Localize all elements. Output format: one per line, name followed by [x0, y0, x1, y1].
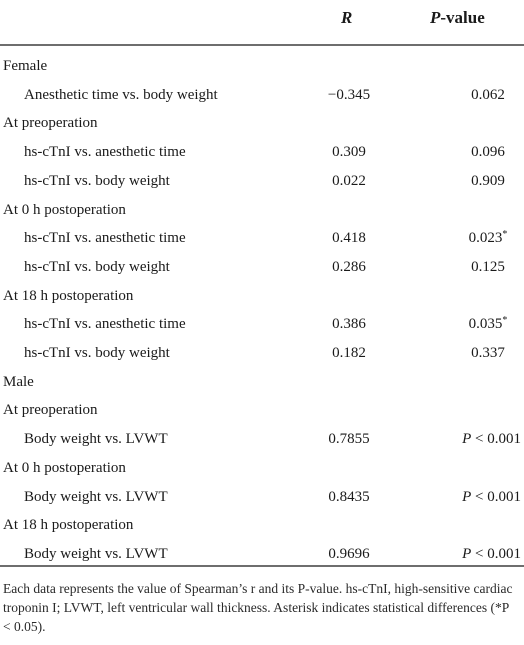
row-label: hs-cTnI vs. anesthetic time — [24, 316, 186, 333]
table-row: hs-cTnI vs. anesthetic time 0.309 0.096 — [0, 138, 524, 166]
r-value: 0.286 — [332, 258, 366, 275]
table-row: hs-cTnI vs. body weight 0.022 0.909 — [0, 167, 524, 195]
row-label: hs-cTnI vs. anesthetic time — [24, 230, 186, 247]
header-p-rest: -value — [440, 8, 485, 27]
section-label: At 18 h postoperation — [3, 287, 134, 304]
row-label: hs-cTnI vs. body weight — [24, 172, 170, 189]
section-row: Female — [0, 52, 524, 80]
header-r: R — [341, 8, 353, 27]
section-row: At 18 h postoperation — [0, 511, 524, 539]
section-row: At 18 h postoperation — [0, 282, 524, 310]
p-value: 0.909 — [455, 173, 521, 190]
p-value-text: 0.062 — [471, 86, 505, 103]
section-label: At preoperation — [3, 115, 98, 132]
p-value: 0.062 — [455, 87, 521, 104]
header-rule — [0, 44, 524, 46]
r-value: 0.9696 — [328, 545, 370, 562]
p-value-text: P < 0.001 — [462, 431, 521, 448]
section-label: Male — [3, 373, 34, 390]
p-value: P < 0.001 — [390, 489, 521, 506]
p-value: P < 0.001 — [390, 546, 521, 563]
section-row: At 0 h postoperation — [0, 196, 524, 224]
table-row: Anesthetic time vs. body weight −0.345 0.0… — [0, 81, 524, 109]
p-value: 0.023* — [455, 230, 521, 247]
p-value-text: P < 0.001 — [462, 488, 521, 505]
p-value-text: 0.337 — [471, 345, 505, 361]
section-label: At preoperation — [3, 402, 98, 419]
r-value: 0.182 — [332, 345, 366, 361]
section-row: At preoperation — [0, 109, 524, 137]
significance-asterisk: * — [502, 315, 508, 327]
header-p-value: P-value — [430, 8, 485, 28]
p-value-text: 0.096 — [471, 144, 505, 161]
section-row: At preoperation — [0, 396, 524, 424]
significance-asterisk: * — [502, 229, 508, 241]
p-value: 0.337 — [455, 345, 521, 362]
r-value: 0.309 — [332, 144, 366, 161]
table-row: hs-cTnI vs. body weight 0.182 0.337 — [0, 339, 524, 367]
p-value: 0.096 — [455, 144, 521, 161]
p-value: 0.035* — [455, 316, 521, 333]
footnote-text: Each data represents the value of Spearm… — [3, 581, 513, 634]
section-label: At 18 h postoperation — [3, 517, 134, 534]
p-value-text: P < 0.001 — [462, 545, 521, 562]
p-value-text: 0.023 — [468, 230, 503, 247]
table-row: Body weight vs. LVWT 0.9696 P < 0.001 — [0, 540, 524, 568]
r-value: 0.386 — [332, 316, 366, 333]
row-label: Body weight vs. LVWT — [24, 488, 168, 505]
table-row: hs-cTnI vs. body weight 0.286 0.125 — [0, 253, 524, 281]
table-header: R P-value — [0, 0, 524, 44]
section-label: Female — [3, 58, 48, 74]
r-value: −0.345 — [327, 86, 371, 103]
r-value: 0.8435 — [328, 488, 370, 505]
header-p-italic: P — [430, 8, 441, 27]
row-label: Anesthetic time vs. body weight — [24, 86, 218, 103]
bottom-rule — [0, 565, 524, 567]
r-value: 0.7855 — [328, 431, 370, 448]
section-row: Male — [0, 368, 524, 396]
p-value-text: 0.125 — [471, 258, 505, 275]
r-value: 0.418 — [332, 230, 366, 247]
section-label: At 0 h postoperation — [3, 459, 126, 476]
p-value: 0.125 — [455, 259, 521, 276]
row-label: Body weight vs. LVWT — [24, 545, 168, 562]
p-value-text: 0.035 — [468, 316, 503, 333]
table-row: hs-cTnI vs. anesthetic time 0.386 0.035* — [0, 310, 524, 338]
r-value: 0.022 — [332, 172, 366, 189]
row-label: hs-cTnI vs. body weight — [24, 345, 170, 361]
p-value: P < 0.001 — [390, 431, 521, 448]
table-row: Body weight vs. LVWT 0.7855 P < 0.001 — [0, 425, 524, 453]
section-row: At 0 h postoperation — [0, 454, 524, 482]
row-label: hs-cTnI vs. body weight — [24, 258, 170, 275]
table-row: Body weight vs. LVWT 0.8435 P < 0.001 — [0, 483, 524, 511]
table-footnote: Each data represents the value of Spearm… — [3, 579, 518, 636]
row-label: hs-cTnI vs. anesthetic time — [24, 144, 186, 161]
row-label: Body weight vs. LVWT — [24, 431, 168, 448]
table-row: hs-cTnI vs. anesthetic time 0.418 0.023* — [0, 224, 524, 252]
p-value-text: 0.909 — [471, 172, 505, 189]
section-label: At 0 h postoperation — [3, 201, 126, 218]
